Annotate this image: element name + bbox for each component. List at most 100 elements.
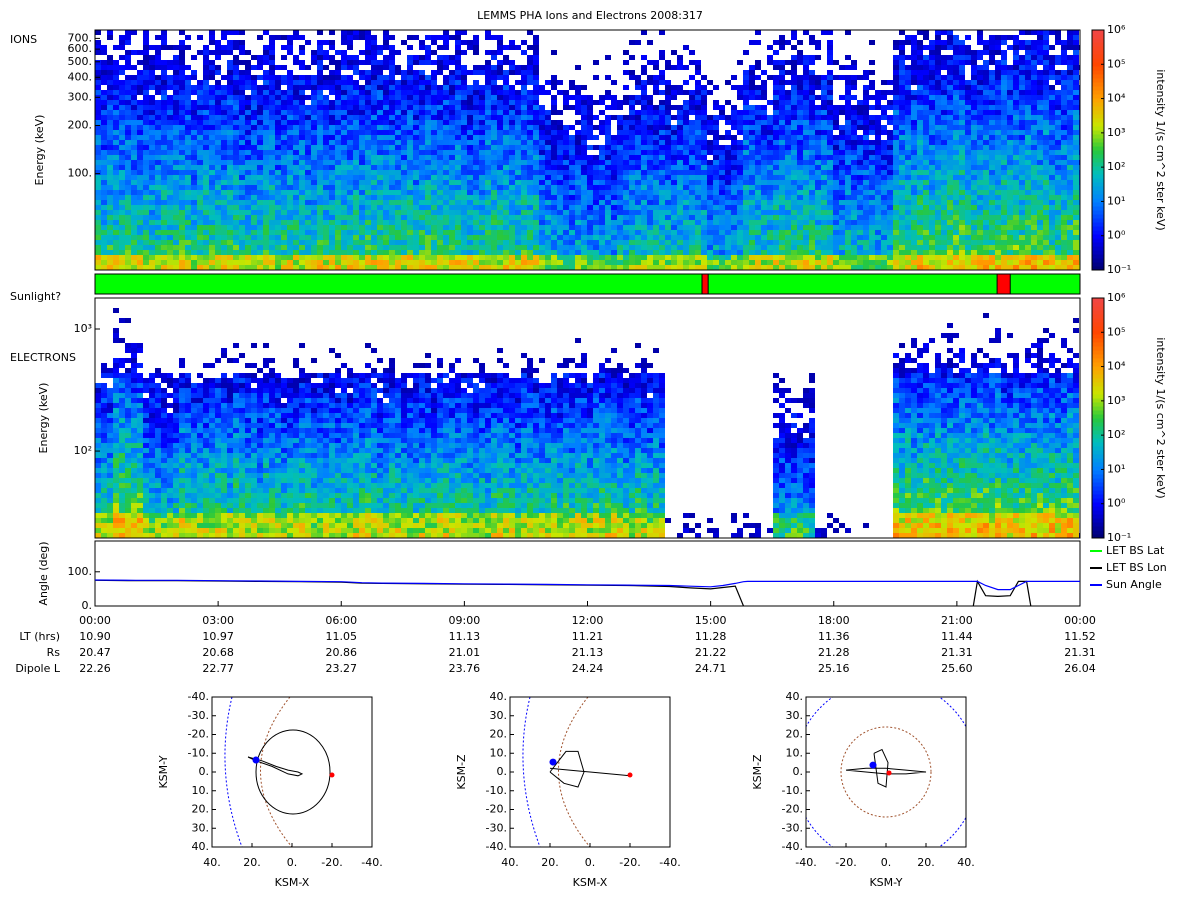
spectrogram-cell: [437, 240, 443, 245]
spectrogram-cell: [203, 180, 209, 185]
spectrogram-cell: [95, 110, 101, 115]
spectrogram-cell: [377, 175, 383, 180]
spectrogram-cell: [617, 150, 623, 155]
spectrogram-cell: [689, 255, 695, 260]
spectrogram-cell: [257, 145, 263, 150]
spectrogram-cell: [365, 90, 371, 95]
spectrogram-cell: [383, 205, 389, 210]
spectrogram-cell: [755, 190, 761, 195]
spectrogram-cell: [389, 210, 395, 215]
spectrogram-cell: [617, 210, 623, 215]
spectrogram-cell: [653, 230, 659, 235]
spectrogram-cell: [491, 170, 497, 175]
spectrogram-cell: [203, 110, 209, 115]
spectrogram-cell: [611, 115, 617, 120]
spectrogram-cell: [755, 165, 761, 170]
spectrogram-cell: [377, 185, 383, 190]
spectrogram-cell: [269, 145, 275, 150]
spectrogram-cell: [395, 50, 401, 55]
spectrogram-cell: [143, 195, 149, 200]
spectrogram-cell: [575, 175, 581, 180]
spectrogram-cell: [737, 85, 743, 90]
spectrogram-cell: [143, 90, 149, 95]
spectrogram-cell: [293, 205, 299, 210]
spectrogram-cell: [125, 40, 131, 45]
spectrogram-cell: [155, 195, 161, 200]
spectrogram-cell: [143, 70, 149, 75]
spectrogram-cell: [179, 250, 185, 255]
spectrogram-cell: [485, 200, 491, 205]
spectrogram-cell: [233, 245, 239, 250]
spectrogram-cell: [239, 215, 245, 220]
spectrogram-cell: [341, 145, 347, 150]
spectrogram-cell: [395, 245, 401, 250]
spectrogram-cell: [533, 90, 539, 95]
spectrogram-cell: [281, 245, 287, 250]
spectrogram-cell: [329, 225, 335, 230]
spectrogram-cell: [293, 230, 299, 235]
spectrogram-cell: [389, 140, 395, 145]
spectrogram-cell: [683, 120, 689, 125]
spectrogram-cell: [371, 140, 377, 145]
spectrogram-cell: [749, 130, 755, 135]
spectrogram-cell: [689, 150, 695, 155]
spectrogram-cell: [659, 250, 665, 255]
spectrogram-cell: [593, 200, 599, 205]
spectrogram-cell: [521, 165, 527, 170]
spectrogram-cell: [287, 130, 293, 135]
spectrogram-cell: [473, 210, 479, 215]
spectrogram-cell: [293, 130, 299, 135]
spectrogram-cell: [113, 90, 119, 95]
spectrogram-cell: [179, 165, 185, 170]
spectrogram-cell: [179, 185, 185, 190]
spectrogram-cell: [173, 145, 179, 150]
spectrogram-cell: [671, 135, 677, 140]
spectrogram-cell: [815, 200, 821, 205]
spectrogram-cell: [743, 225, 749, 230]
spectrogram-cell: [311, 90, 317, 95]
spectrogram-cell: [467, 120, 473, 125]
spectrogram-cell: [473, 155, 479, 160]
spectrogram-cell: [575, 255, 581, 260]
spectrogram-cell: [791, 165, 797, 170]
spectrogram-cell: [125, 200, 131, 205]
spectrogram-cell: [791, 215, 797, 220]
spectrogram-cell: [125, 235, 131, 240]
spectrogram-cell: [521, 85, 527, 90]
spectrogram-cell: [359, 250, 365, 255]
spectrogram-cell: [587, 180, 593, 185]
spectrogram-cell: [209, 100, 215, 105]
spectrogram-cell: [557, 175, 563, 180]
spectrogram-cell: [371, 235, 377, 240]
spectrogram-cell: [215, 150, 221, 155]
spectrogram-cell: [221, 45, 227, 50]
spectrogram-cell: [353, 135, 359, 140]
spectrogram-cell: [155, 85, 161, 90]
spectrogram-cell: [443, 145, 449, 150]
spectrogram-cell: [773, 100, 779, 105]
spectrogram-cell: [281, 150, 287, 155]
spectrogram-cell: [197, 185, 203, 190]
spectrogram-cell: [233, 70, 239, 75]
spectrogram-cell: [425, 250, 431, 255]
spectrogram-cell: [281, 65, 287, 70]
spectrogram-cell: [515, 265, 521, 270]
spectrogram-cell: [437, 90, 443, 95]
spectrogram-cell: [149, 195, 155, 200]
spectrogram-cell: [695, 250, 701, 255]
spectrogram-cell: [713, 225, 719, 230]
spectrogram-cell: [539, 135, 545, 140]
spectrogram-cell: [671, 150, 677, 155]
spectrogram-cell: [659, 210, 665, 215]
spectrogram-cell: [455, 100, 461, 105]
spectrogram-cell: [797, 190, 803, 195]
spectrogram-cell: [113, 120, 119, 125]
spectrogram-cell: [329, 125, 335, 130]
spectrogram-cell: [197, 80, 203, 85]
spectrogram-cell: [245, 70, 251, 75]
spectrogram-cell: [125, 240, 131, 245]
spectrogram-cell: [323, 50, 329, 55]
spectrogram-cell: [239, 45, 245, 50]
spectrogram-cell: [407, 95, 413, 100]
spectrogram-cell: [179, 220, 185, 225]
